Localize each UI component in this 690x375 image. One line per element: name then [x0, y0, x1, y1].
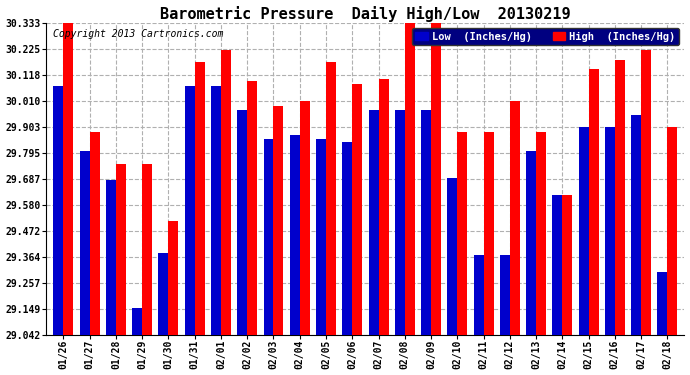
Bar [290, 135, 299, 334]
Text: Copyright 2013 Cartronics.com: Copyright 2013 Cartronics.com [52, 29, 223, 39]
Bar [484, 132, 493, 334]
Bar [90, 132, 99, 334]
Bar [237, 110, 247, 334]
Bar [457, 132, 467, 334]
Bar [142, 164, 152, 334]
Bar [615, 60, 625, 334]
Bar [53, 86, 63, 334]
Bar [116, 164, 126, 334]
Bar [80, 152, 90, 334]
Bar [631, 115, 641, 334]
Bar [447, 178, 457, 334]
Bar [641, 50, 651, 334]
Bar [431, 24, 441, 334]
Bar [316, 140, 326, 334]
Bar [579, 127, 589, 334]
Bar [342, 142, 353, 334]
Bar [605, 127, 615, 334]
Bar [211, 86, 221, 334]
Bar [536, 132, 546, 334]
Bar [247, 81, 257, 334]
Bar [353, 84, 362, 334]
Bar [63, 24, 73, 334]
Bar [273, 105, 284, 334]
Bar [473, 255, 484, 334]
Bar [395, 110, 405, 334]
Bar [132, 308, 142, 334]
Bar [264, 140, 273, 334]
Legend: Low  (Inches/Hg), High  (Inches/Hg): Low (Inches/Hg), High (Inches/Hg) [411, 28, 679, 45]
Bar [185, 86, 195, 334]
Bar [221, 50, 231, 334]
Bar [379, 79, 388, 334]
Bar [667, 127, 678, 334]
Bar [368, 110, 379, 334]
Bar [421, 110, 431, 334]
Bar [106, 180, 116, 334]
Bar [510, 101, 520, 334]
Bar [299, 101, 310, 334]
Bar [553, 195, 562, 334]
Bar [405, 24, 415, 334]
Bar [589, 69, 599, 334]
Bar [159, 253, 168, 334]
Bar [658, 272, 667, 334]
Bar [500, 255, 510, 334]
Bar [195, 62, 205, 334]
Bar [168, 222, 179, 334]
Bar [526, 152, 536, 334]
Bar [562, 195, 572, 334]
Bar [326, 62, 336, 334]
Title: Barometric Pressure  Daily High/Low  20130219: Barometric Pressure Daily High/Low 20130… [160, 6, 571, 21]
